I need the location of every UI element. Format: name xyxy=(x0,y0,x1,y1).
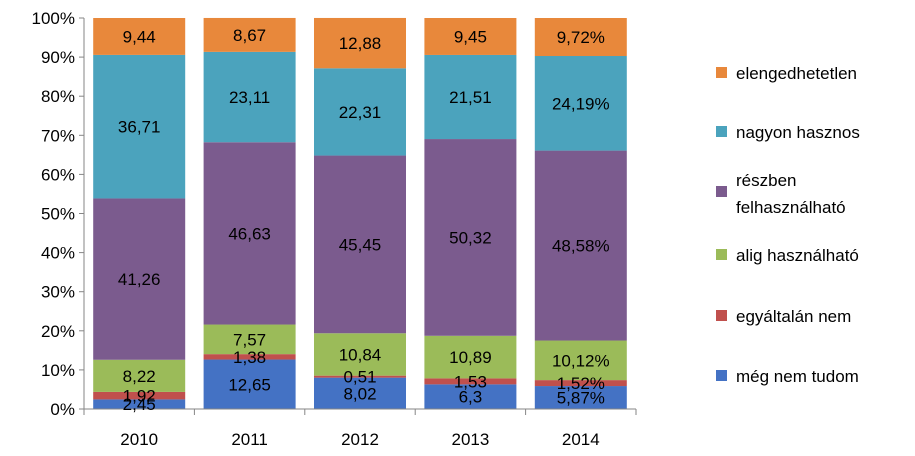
bar-segment xyxy=(534,380,627,387)
data-label: 23,11 xyxy=(229,88,270,107)
x-tick-label: 2014 xyxy=(562,430,600,449)
y-tick-label: 60% xyxy=(41,165,75,184)
data-label: 9,45 xyxy=(454,27,487,46)
y-tick-label: 30% xyxy=(41,283,75,302)
bar-segment xyxy=(93,391,186,400)
legend-label: felhasználható xyxy=(736,198,846,217)
bar-segment xyxy=(314,155,406,334)
data-label: 45,45 xyxy=(339,235,382,254)
legend-swatch xyxy=(716,249,727,260)
legend-swatch xyxy=(716,186,727,197)
bar-segment xyxy=(93,198,186,360)
y-tick-label: 50% xyxy=(41,205,75,224)
data-label: 50,32 xyxy=(449,228,492,247)
bar-segment xyxy=(534,150,627,341)
bar-segment xyxy=(314,17,406,69)
data-labels-layer: 2,451,928,22 41,26 36,71 9,44 12,65 1,387,57 4… xyxy=(118,26,610,414)
y-tick-label: 80% xyxy=(41,87,75,106)
data-label: 10,84 xyxy=(339,345,382,364)
bar-segment xyxy=(203,324,296,355)
data-label: 10,12% xyxy=(552,351,610,370)
bar-segment xyxy=(424,139,517,336)
bar-segment xyxy=(314,375,406,378)
x-tick-label: 2011 xyxy=(231,430,268,449)
legend-label: elengedhetetlen xyxy=(736,64,857,83)
bar-segment xyxy=(424,54,517,140)
data-label: 1,38 xyxy=(233,348,266,367)
data-label: 1,52% xyxy=(557,374,605,393)
data-label: 8,22 xyxy=(123,367,156,386)
bar-segment xyxy=(424,378,517,385)
y-tick-label: 10% xyxy=(41,361,75,380)
bar-segment xyxy=(534,56,627,151)
legend: elengedhetetlen nagyon hasznos részben felh… xyxy=(716,64,860,386)
legend-label: nagyon hasznos xyxy=(736,123,860,142)
bar-segment xyxy=(93,18,186,55)
data-label: 12,88 xyxy=(339,34,382,53)
y-tick-label: 20% xyxy=(41,322,75,341)
bar-segment xyxy=(203,51,296,143)
data-label: 46,63 xyxy=(228,224,271,243)
legend-swatch xyxy=(716,67,727,78)
legend-label: alig használható xyxy=(736,246,859,265)
x-tick-label: 2010 xyxy=(120,430,158,449)
data-label: 6,3 xyxy=(459,388,483,407)
y-tick-label: 100% xyxy=(32,9,75,28)
legend-swatch xyxy=(716,310,727,321)
bar-segment xyxy=(93,359,186,392)
data-label: 36,71 xyxy=(118,118,161,137)
data-label: 9,44 xyxy=(123,27,156,46)
data-label: 12,65 xyxy=(228,375,271,394)
bar-segment xyxy=(203,17,296,52)
y-tick-label: 70% xyxy=(41,126,75,145)
bar-segment xyxy=(534,386,627,409)
legend-swatch xyxy=(716,126,727,137)
y-tick-label: 90% xyxy=(41,48,75,67)
bar-segment xyxy=(424,335,517,379)
legend-label: még nem tudom xyxy=(736,367,859,386)
data-label: 2,45 xyxy=(123,395,156,414)
data-label: 21,51 xyxy=(449,88,492,107)
bars-layer xyxy=(93,17,627,409)
data-label: 41,26 xyxy=(118,270,161,289)
legend-swatch xyxy=(716,370,727,381)
data-label: 8,67 xyxy=(233,26,266,45)
legend-label: egyáltalán nem xyxy=(736,307,851,326)
bar-segment xyxy=(93,399,186,409)
bar-segment xyxy=(203,354,296,360)
data-label: 7,57 xyxy=(233,330,266,349)
data-label: 5,87% xyxy=(557,389,605,408)
x-tick-label: 2013 xyxy=(451,430,489,449)
data-label: 22,31 xyxy=(339,103,382,122)
bar-segment xyxy=(93,54,186,199)
bar-segment xyxy=(203,359,296,409)
bar-segment xyxy=(203,142,296,325)
bar-segment xyxy=(534,18,627,57)
bar-segment xyxy=(424,384,517,409)
data-label: 1,92 xyxy=(123,387,156,406)
bar-segment xyxy=(314,377,406,409)
y-tick-label: 40% xyxy=(41,244,75,263)
legend-label: részben xyxy=(736,171,796,190)
data-label: 1,53 xyxy=(454,372,487,391)
data-label: 48,58% xyxy=(552,237,610,256)
bar-segment xyxy=(534,340,627,381)
x-tick-label: 2012 xyxy=(341,430,379,449)
data-label: 9,72% xyxy=(557,28,605,47)
axes-layer: 0% 10% 20% 30% 40% 50% 60% 70% 80% 90% 100% 2010 201… xyxy=(32,9,637,449)
bar-segment xyxy=(314,68,406,156)
y-tick-label: 0% xyxy=(50,400,75,419)
data-label: 8,02 xyxy=(343,384,376,403)
bar-segment xyxy=(424,18,517,55)
bar-segment xyxy=(314,333,406,376)
data-label: 24,19% xyxy=(552,94,610,113)
data-label: 0,51 xyxy=(343,368,376,387)
data-label: 10,89 xyxy=(449,348,492,367)
